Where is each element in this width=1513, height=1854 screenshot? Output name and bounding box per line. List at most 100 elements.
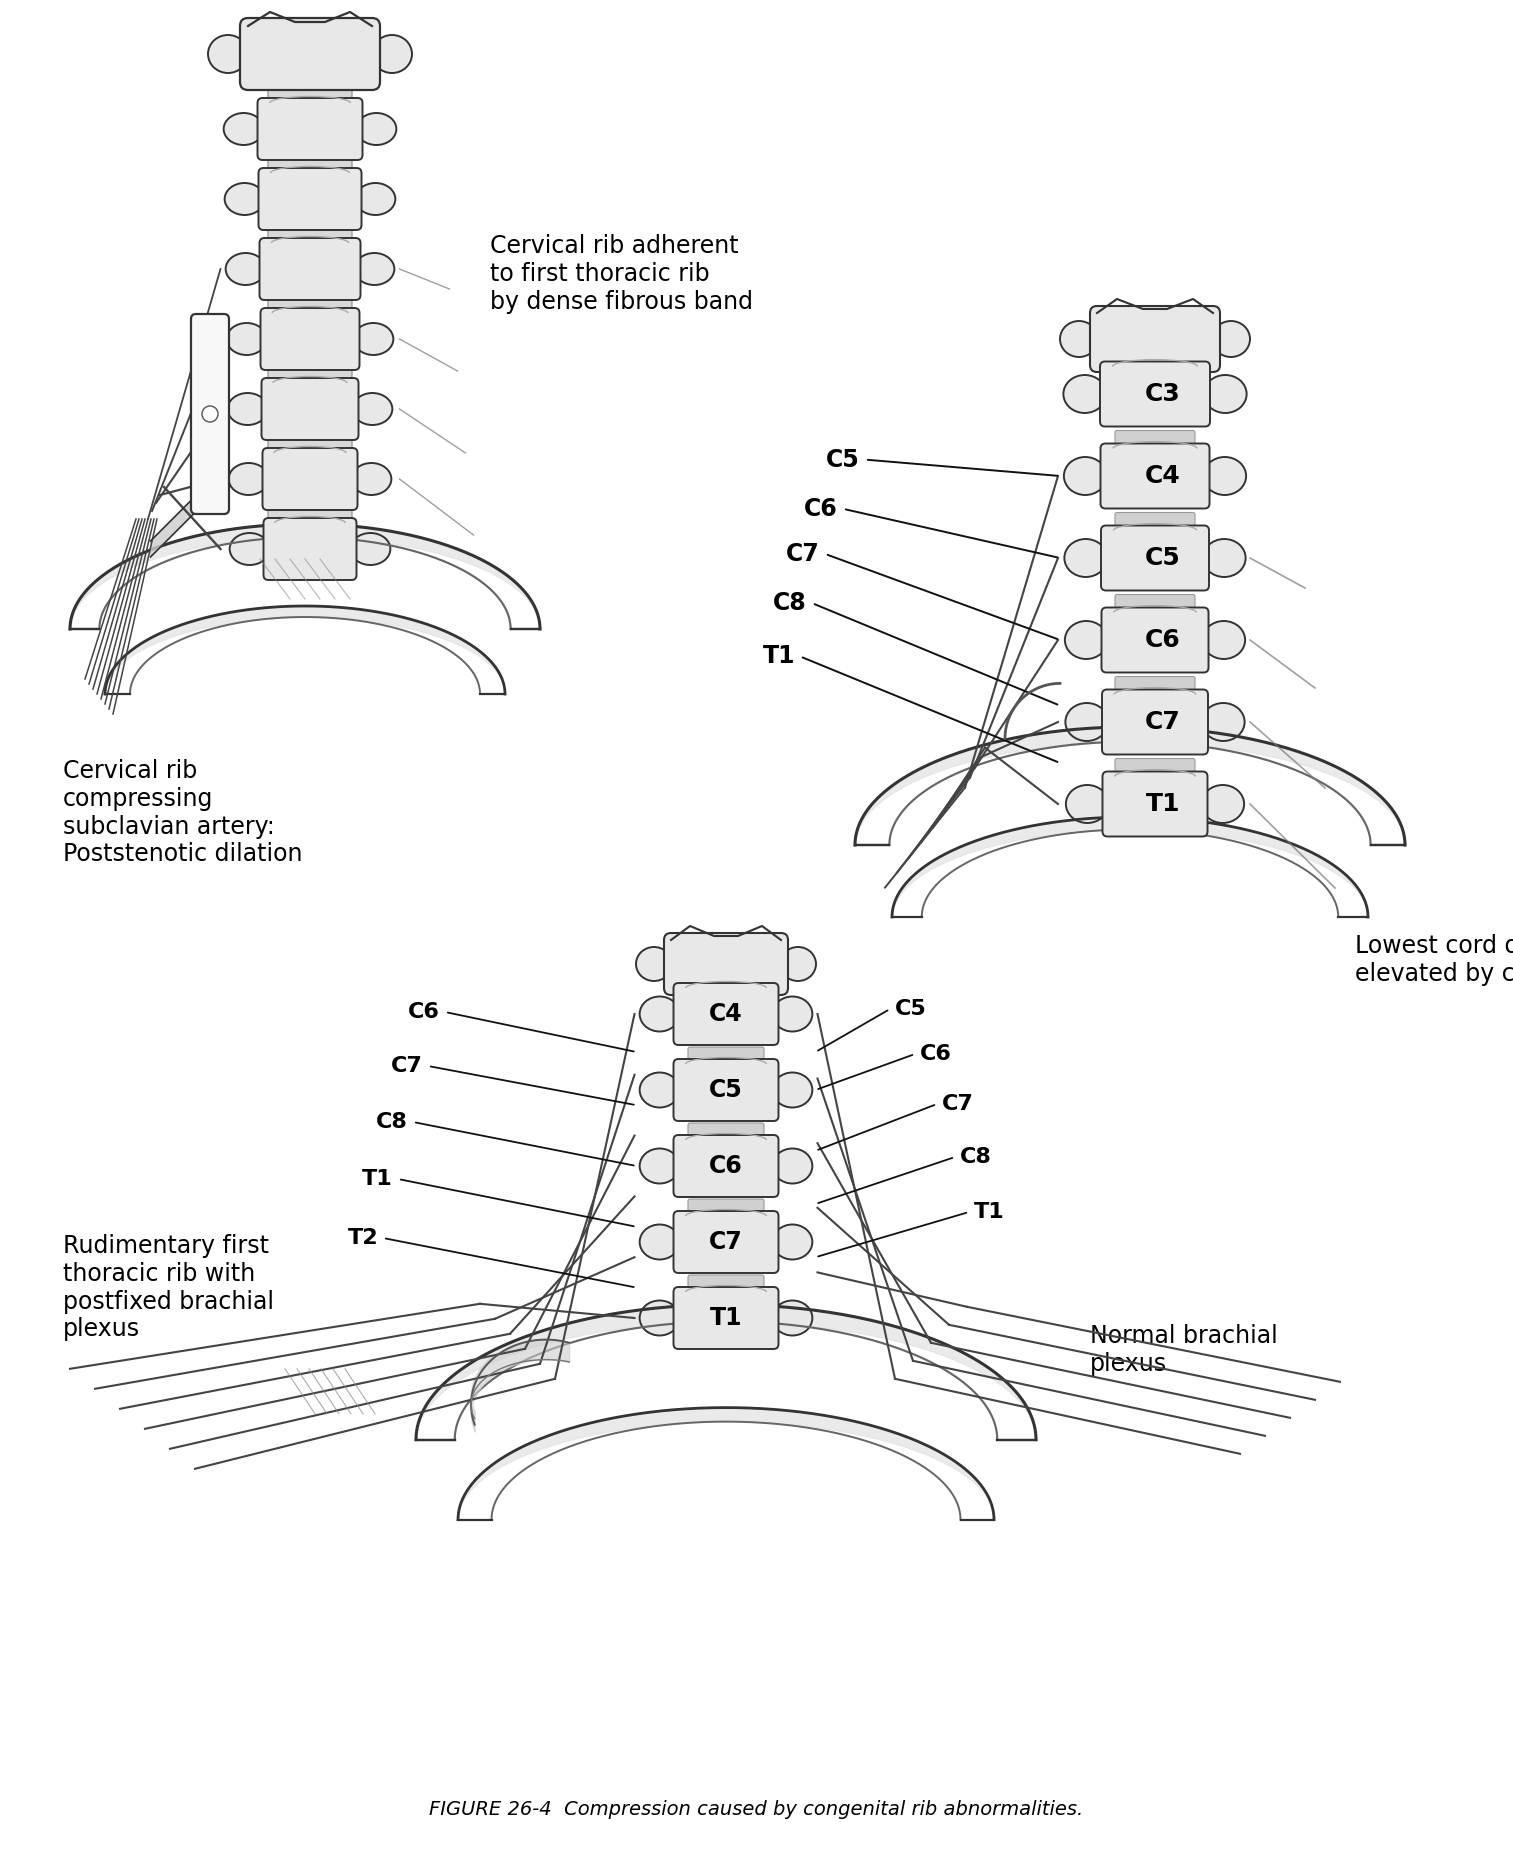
Text: C4: C4 [1145, 464, 1180, 488]
Text: T1: T1 [710, 1305, 743, 1329]
Text: C8: C8 [377, 1112, 409, 1133]
FancyBboxPatch shape [268, 226, 353, 243]
Ellipse shape [351, 532, 390, 565]
Polygon shape [150, 471, 221, 556]
Ellipse shape [1061, 321, 1098, 358]
FancyBboxPatch shape [673, 1211, 779, 1274]
FancyBboxPatch shape [1103, 771, 1207, 836]
Text: Normal brachial
plexus: Normal brachial plexus [1089, 1324, 1278, 1376]
FancyBboxPatch shape [263, 517, 357, 580]
Ellipse shape [773, 996, 812, 1031]
Ellipse shape [351, 464, 392, 495]
Text: C6: C6 [805, 497, 838, 521]
Text: C5: C5 [896, 999, 927, 1020]
FancyBboxPatch shape [1101, 690, 1207, 755]
FancyBboxPatch shape [262, 449, 357, 510]
FancyBboxPatch shape [688, 1276, 764, 1290]
Ellipse shape [640, 1148, 679, 1183]
FancyBboxPatch shape [688, 1124, 764, 1138]
FancyBboxPatch shape [1115, 595, 1195, 610]
FancyBboxPatch shape [688, 1048, 764, 1062]
Text: C8: C8 [961, 1148, 993, 1166]
Circle shape [203, 406, 218, 423]
Ellipse shape [227, 323, 266, 354]
Ellipse shape [227, 393, 268, 425]
Text: Rudimentary first
thoracic rib with
postfixed brachial
plexus: Rudimentary first thoracic rib with post… [64, 1235, 274, 1342]
Ellipse shape [207, 35, 248, 72]
FancyBboxPatch shape [260, 237, 360, 300]
Ellipse shape [356, 184, 395, 215]
Ellipse shape [228, 464, 268, 495]
Ellipse shape [773, 1148, 812, 1183]
FancyBboxPatch shape [1115, 512, 1195, 528]
Text: C5: C5 [1145, 545, 1180, 569]
FancyBboxPatch shape [259, 169, 362, 230]
Ellipse shape [781, 947, 816, 981]
Text: C5: C5 [710, 1077, 743, 1101]
Text: C6: C6 [1145, 629, 1180, 653]
Ellipse shape [773, 1072, 812, 1107]
FancyBboxPatch shape [1101, 525, 1209, 591]
Text: C3: C3 [1145, 382, 1180, 406]
FancyBboxPatch shape [1100, 443, 1209, 508]
Text: C8: C8 [773, 591, 806, 616]
Ellipse shape [225, 252, 266, 286]
Text: C7: C7 [1145, 710, 1180, 734]
Ellipse shape [357, 113, 396, 145]
Text: C6: C6 [710, 1153, 743, 1177]
Text: T1: T1 [974, 1201, 1005, 1222]
Ellipse shape [773, 1224, 812, 1259]
Text: C6: C6 [920, 1044, 952, 1064]
FancyBboxPatch shape [257, 98, 363, 159]
FancyBboxPatch shape [268, 365, 353, 382]
Ellipse shape [640, 1072, 679, 1107]
Text: FIGURE 26-4  Compression caused by congenital rib abnormalities.: FIGURE 26-4 Compression caused by congen… [428, 1800, 1083, 1819]
FancyBboxPatch shape [673, 1135, 779, 1198]
Ellipse shape [1203, 621, 1245, 658]
FancyBboxPatch shape [241, 19, 380, 91]
Text: C6: C6 [409, 1001, 440, 1022]
Ellipse shape [224, 184, 265, 215]
FancyBboxPatch shape [268, 436, 353, 452]
FancyBboxPatch shape [191, 313, 228, 514]
Ellipse shape [773, 1300, 812, 1335]
FancyBboxPatch shape [664, 933, 788, 996]
Ellipse shape [1064, 456, 1106, 495]
Ellipse shape [635, 947, 672, 981]
FancyBboxPatch shape [1115, 430, 1195, 447]
FancyBboxPatch shape [688, 1200, 764, 1214]
Ellipse shape [1201, 703, 1245, 742]
FancyBboxPatch shape [260, 308, 360, 371]
Text: Cervical rib adherent
to first thoracic rib
by dense fibrous band: Cervical rib adherent to first thoracic … [490, 234, 753, 313]
Ellipse shape [354, 252, 395, 286]
Ellipse shape [640, 996, 679, 1031]
Ellipse shape [1065, 703, 1108, 742]
Ellipse shape [1064, 540, 1108, 577]
FancyBboxPatch shape [673, 1287, 779, 1350]
Ellipse shape [1203, 456, 1247, 495]
Text: C5: C5 [826, 447, 859, 471]
Text: T1: T1 [763, 645, 794, 669]
FancyBboxPatch shape [673, 983, 779, 1046]
Ellipse shape [372, 35, 412, 72]
FancyBboxPatch shape [1115, 677, 1195, 693]
FancyBboxPatch shape [268, 297, 353, 311]
FancyBboxPatch shape [1100, 362, 1210, 426]
Text: C7: C7 [943, 1094, 974, 1114]
Text: Lowest cord of brachial plexus
elevated by cervical rib: Lowest cord of brachial plexus elevated … [1356, 934, 1513, 986]
Text: C7: C7 [710, 1229, 743, 1253]
FancyBboxPatch shape [1089, 306, 1219, 373]
FancyBboxPatch shape [1101, 608, 1209, 673]
Ellipse shape [1201, 784, 1244, 823]
Ellipse shape [230, 532, 269, 565]
Ellipse shape [1204, 375, 1247, 413]
Ellipse shape [1065, 784, 1109, 823]
FancyBboxPatch shape [262, 378, 359, 439]
Ellipse shape [224, 113, 263, 145]
Ellipse shape [1212, 321, 1250, 358]
Ellipse shape [640, 1224, 679, 1259]
Text: C7: C7 [787, 541, 820, 565]
Text: T2: T2 [348, 1227, 378, 1248]
FancyBboxPatch shape [268, 156, 353, 172]
Ellipse shape [1064, 375, 1106, 413]
